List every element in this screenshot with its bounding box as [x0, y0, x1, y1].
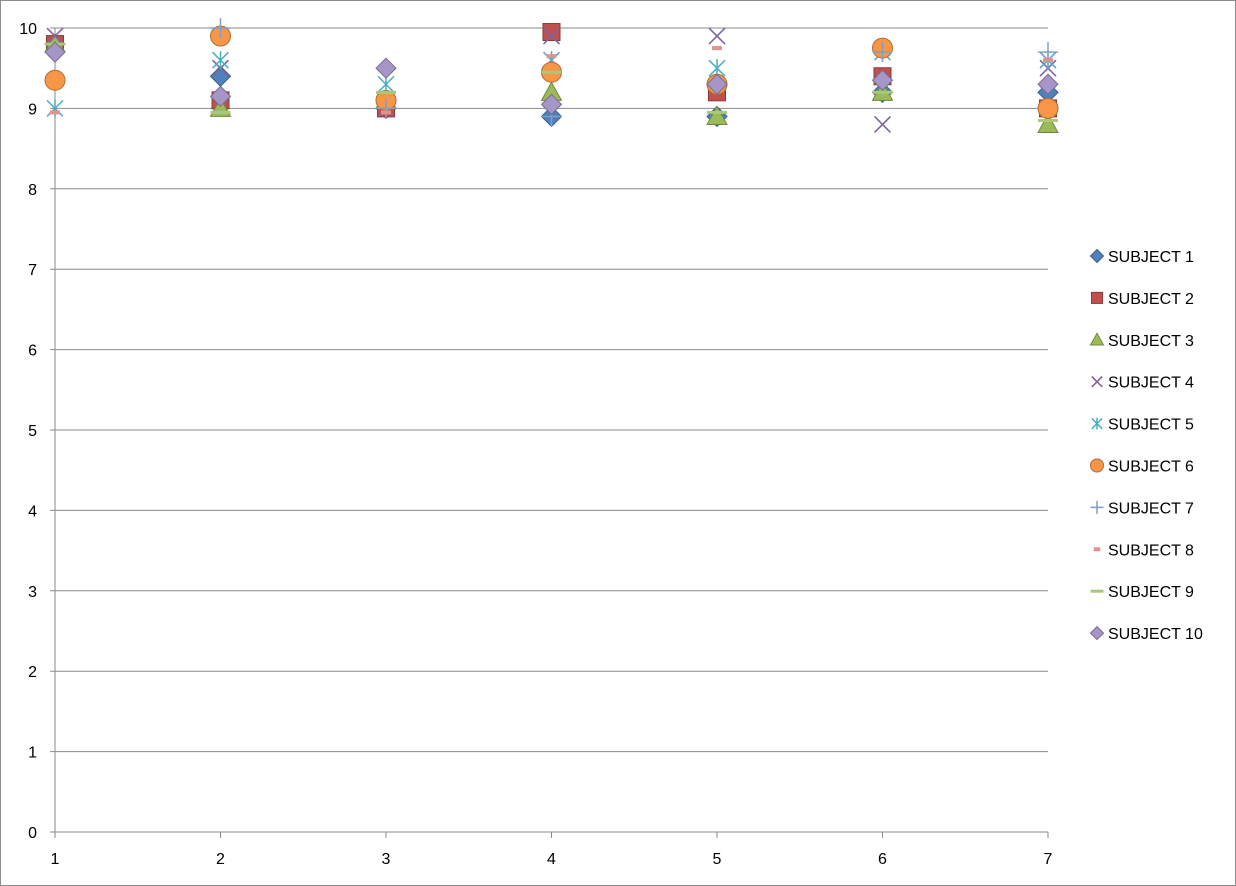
legend-label: SUBJECT 1 [1108, 249, 1194, 266]
y-tick-label: 7 [28, 262, 37, 279]
data-point [376, 90, 396, 94]
legend-marker [1093, 547, 1101, 552]
data-point [708, 27, 726, 45]
legend-item: SUBJECT 9 [1090, 584, 1194, 601]
axes [50, 27, 1049, 838]
legend-item: SUBJECT 8 [1093, 542, 1194, 559]
data-point [211, 51, 230, 70]
data-point [546, 54, 557, 59]
data-point [541, 70, 562, 74]
legend: SUBJECT 1 SUBJECT 2 SUBJECT 3 SUBJECT 4 SUBJ… [1089, 248, 1203, 643]
legend-label: SUBJECT 4 [1108, 375, 1194, 392]
legend-item: SUBJECT 1 [1089, 248, 1194, 266]
data-point [707, 110, 727, 114]
x-tick-label: 5 [713, 851, 722, 868]
x-tick-label: 2 [216, 851, 225, 868]
legend-marker [1091, 417, 1103, 430]
data-point [706, 73, 728, 95]
data-point [706, 105, 728, 125]
data-point [1037, 73, 1059, 95]
legend-item: SUBJECT 4 [1091, 375, 1194, 392]
data-point [873, 115, 892, 134]
gridlines [55, 27, 1048, 753]
data-point [46, 27, 64, 45]
y-tick-label: 9 [28, 101, 37, 118]
legend-label: SUBJECT 7 [1108, 500, 1194, 517]
data-point [540, 93, 563, 116]
data-point [44, 69, 66, 91]
y-tick-label: 3 [28, 584, 37, 601]
y-tick-label: 8 [28, 182, 37, 199]
legend-item: SUBJECT 2 [1090, 291, 1194, 308]
y-tick-label: 10 [19, 21, 37, 38]
legend-label: SUBJECT 10 [1108, 626, 1203, 643]
legend-marker [1091, 375, 1103, 388]
legend-item: SUBJECT 5 [1091, 417, 1194, 434]
legend-label: SUBJECT 9 [1108, 584, 1194, 601]
x-tick-label: 1 [51, 851, 60, 868]
data-point [381, 110, 391, 115]
legend-label: SUBJECT 6 [1108, 459, 1194, 476]
data-point [872, 90, 893, 94]
legend-item: SUBJECT 3 [1089, 332, 1194, 350]
data-point [871, 69, 894, 91]
legend-marker [1090, 291, 1104, 304]
legend-item: SUBJECT 10 [1089, 625, 1203, 643]
legend-item: SUBJECT 6 [1090, 458, 1194, 476]
data-point [1038, 118, 1058, 122]
data-point [209, 85, 232, 108]
y-tick-label: 0 [28, 825, 37, 842]
x-tick-label: 4 [547, 851, 556, 868]
legend-marker [1090, 458, 1104, 473]
legend-label: SUBJECT 5 [1108, 417, 1194, 434]
x-tick-label: 7 [1044, 851, 1053, 868]
legend-label: SUBJECT 2 [1108, 291, 1194, 308]
data-point [210, 18, 231, 38]
legend-label: SUBJECT 8 [1108, 542, 1194, 559]
data-point [376, 98, 396, 119]
legend-marker [1089, 625, 1105, 641]
legend-marker [1090, 589, 1104, 593]
data-point [1043, 58, 1053, 63]
data-point [44, 41, 66, 63]
y-tick-labels: 0 1 2 3 4 5 6 7 8 9 10 [19, 21, 37, 842]
legend-marker [1089, 248, 1105, 264]
data-point [1037, 97, 1059, 119]
data-points [44, 18, 1059, 134]
data-point [712, 46, 722, 51]
legend-marker [1089, 332, 1105, 346]
legend-marker [1090, 500, 1104, 514]
x-tick-label: 3 [382, 851, 391, 868]
data-point [1037, 113, 1059, 133]
legend-item: SUBJECT 7 [1090, 500, 1194, 517]
y-tick-label: 6 [28, 343, 37, 360]
data-point [50, 110, 60, 115]
y-tick-label: 2 [28, 664, 37, 681]
x-tick-label: 6 [878, 851, 887, 868]
y-tick-label: 4 [28, 503, 37, 520]
legend-label: SUBJECT 3 [1108, 333, 1194, 350]
data-point [872, 42, 893, 63]
data-point [542, 23, 561, 42]
y-tick-label: 1 [28, 745, 37, 762]
data-point [210, 110, 231, 114]
data-point [542, 27, 561, 45]
x-tick-labels: 1 2 3 4 5 6 7 [51, 851, 1053, 868]
y-tick-label: 5 [28, 423, 37, 440]
data-point [375, 57, 397, 79]
